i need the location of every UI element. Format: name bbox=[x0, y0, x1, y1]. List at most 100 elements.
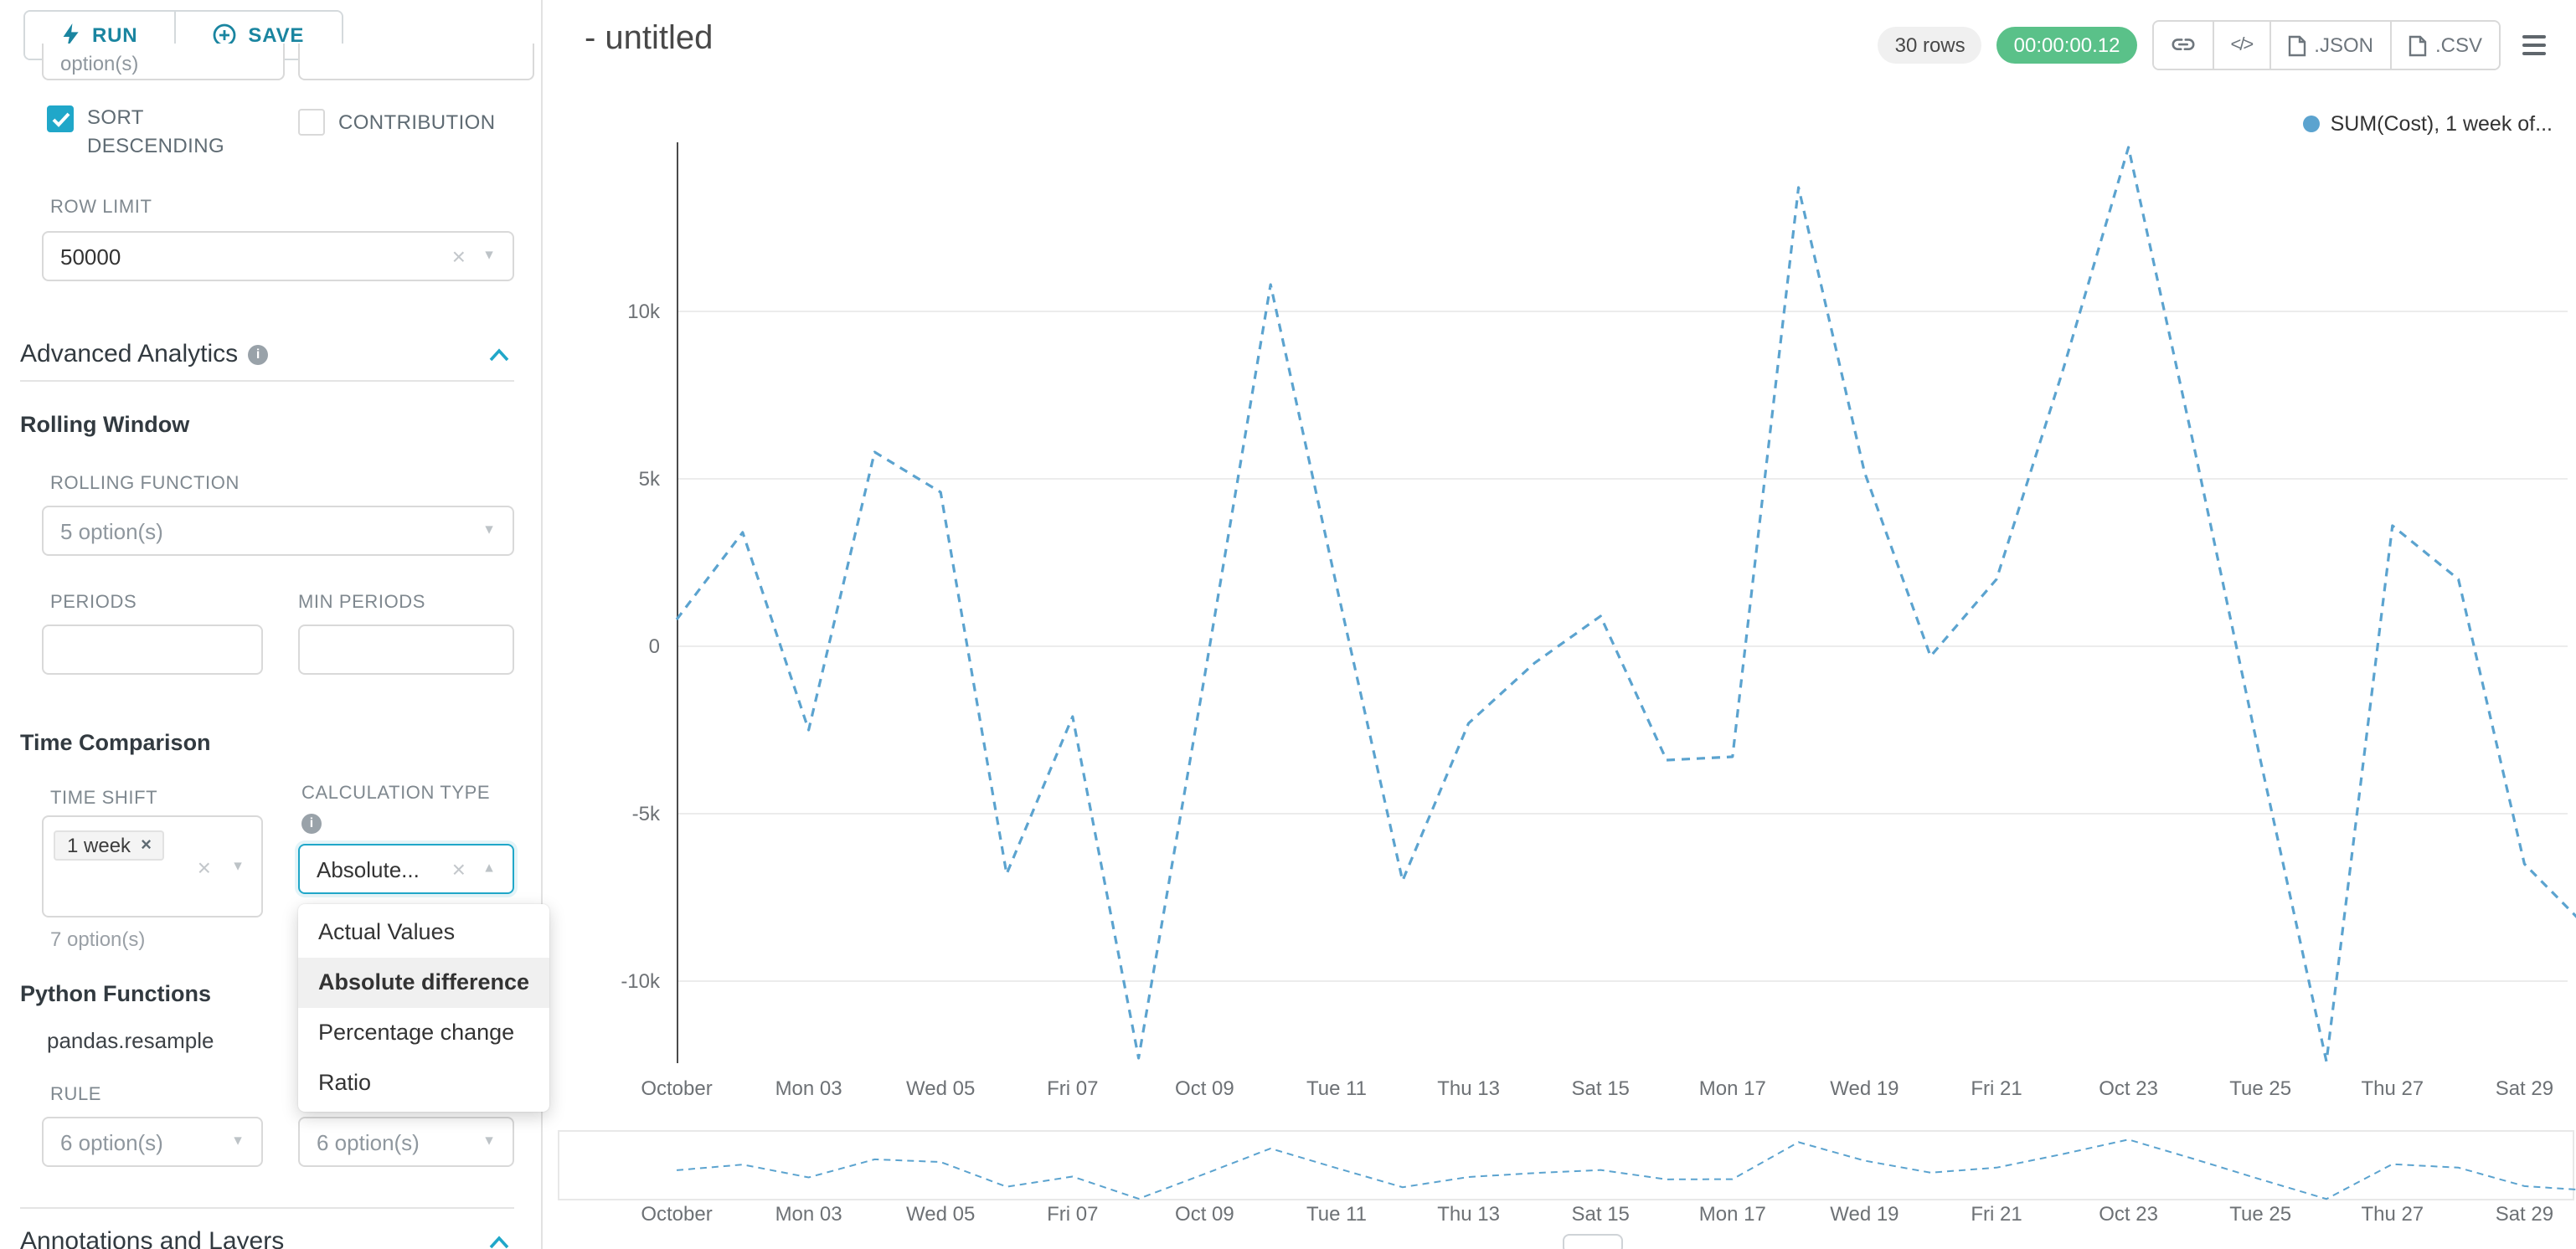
resample-method-value: 6 option(s) bbox=[317, 1129, 420, 1154]
chevron-up-icon[interactable] bbox=[487, 1234, 511, 1249]
copy-link-button[interactable] bbox=[2153, 22, 2213, 69]
y-axis-label: -5k bbox=[632, 803, 661, 825]
dropdown-option-ratio[interactable]: Ratio bbox=[318, 1070, 372, 1095]
x-axis-label: Mon 17 bbox=[1699, 1077, 1766, 1100]
clear-icon[interactable]: × bbox=[451, 856, 466, 882]
clear-icon[interactable]: × bbox=[197, 853, 211, 880]
x-axis-label: Wed 05 bbox=[906, 1077, 975, 1100]
time-comparison-title: Time Comparison bbox=[20, 730, 211, 755]
x-axis-label: October bbox=[641, 1077, 712, 1100]
cropped-select[interactable]: option(s) bbox=[42, 44, 285, 80]
y-axis-label: 5k bbox=[639, 468, 661, 491]
contribution-label: CONTRIBUTION bbox=[338, 111, 496, 134]
clear-icon[interactable]: × bbox=[451, 243, 466, 270]
json-label: .JSON bbox=[2314, 33, 2373, 57]
x-axis-label: Wed 19 bbox=[1830, 1077, 1899, 1100]
x-axis-label: Tue 11 bbox=[1306, 1077, 1367, 1100]
dropdown-option-absolute-difference[interactable]: Absolute difference bbox=[298, 958, 549, 1008]
time-shift-tag-label: 1 week bbox=[67, 834, 131, 857]
scrollbar-thumb[interactable] bbox=[1563, 1234, 1623, 1249]
chart-legend[interactable]: SUM(Cost), 1 week of... bbox=[2303, 112, 2553, 136]
min-periods-label: MIN PERIODS bbox=[298, 593, 426, 613]
datazoom-x-label: Tue 25 bbox=[2229, 1203, 2291, 1226]
code-icon: </> bbox=[2230, 35, 2254, 55]
rolling-function-label: ROLLING FUNCTION bbox=[50, 474, 240, 494]
datazoom-x-label: Sat 29 bbox=[2496, 1203, 2553, 1226]
timeseries-chart[interactable]: 10k 5k 0 -5k -10k October Mon 03 Wed 05 Fri 07 Oc… bbox=[558, 0, 2576, 1249]
resample-method-select[interactable]: 6 option(s) ▼ bbox=[298, 1117, 514, 1167]
chevron-down-icon[interactable]: ▼ bbox=[482, 247, 496, 263]
x-axis-label: Fri 21 bbox=[1971, 1077, 2022, 1100]
remove-tag-icon[interactable]: × bbox=[141, 835, 152, 856]
x-axis-label: Mon 03 bbox=[775, 1077, 842, 1100]
time-shift-label: TIME SHIFT bbox=[50, 789, 158, 809]
menu-button[interactable] bbox=[2516, 22, 2559, 69]
datazoom-series-line bbox=[676, 1138, 2576, 1200]
rule-label: RULE bbox=[50, 1085, 102, 1105]
periods-label: PERIODS bbox=[50, 593, 137, 613]
min-periods-input[interactable] bbox=[298, 624, 514, 675]
chevron-down-icon[interactable]: ▼ bbox=[482, 522, 496, 537]
row-limit-select[interactable]: 50000 × ▼ bbox=[42, 231, 514, 281]
save-button-label: SAVE bbox=[248, 23, 305, 47]
time-shift-select[interactable]: 1 week × × ▼ bbox=[42, 815, 263, 917]
legend-label: SUM(Cost), 1 week of... bbox=[2330, 112, 2553, 136]
file-icon bbox=[2288, 34, 2306, 56]
rolling-function-select[interactable]: 5 option(s) ▼ bbox=[42, 506, 514, 556]
x-axis-label: Tue 25 bbox=[2229, 1077, 2291, 1100]
chevron-up-icon[interactable]: ▲ bbox=[482, 860, 496, 876]
row-limit-label: ROW LIMIT bbox=[50, 198, 152, 218]
calculation-type-select[interactable]: Absolute... × ▲ bbox=[298, 844, 514, 894]
legend-dot-icon bbox=[2303, 116, 2321, 132]
datazoom-x-label: Wed 19 bbox=[1830, 1203, 1899, 1226]
x-axis-label: Sat 29 bbox=[2496, 1077, 2553, 1100]
datazoom-x-label: Fri 07 bbox=[1047, 1203, 1098, 1226]
annotations-title: Annotations and Layers bbox=[20, 1227, 285, 1249]
datazoom-box[interactable] bbox=[558, 1130, 2574, 1200]
calculation-type-value: Absolute... bbox=[317, 856, 420, 881]
sort-descending-checkbox[interactable] bbox=[47, 105, 74, 132]
info-icon: i bbox=[301, 814, 322, 834]
datazoom-x-label: Sat 15 bbox=[1572, 1203, 1630, 1226]
python-functions-title: Python Functions bbox=[20, 981, 211, 1006]
y-axis-label: -10k bbox=[621, 970, 661, 993]
control-panel: RUN SAVE option(s) SORT DESCENDING CONTR… bbox=[0, 0, 549, 1249]
chevron-down-icon[interactable]: ▼ bbox=[231, 1133, 245, 1149]
embed-code-button[interactable]: </> bbox=[2212, 22, 2269, 69]
run-button-label: RUN bbox=[92, 23, 138, 47]
datazoom-x-label: Mon 03 bbox=[775, 1203, 842, 1226]
rolling-function-value: 5 option(s) bbox=[60, 518, 163, 543]
advanced-analytics-title: Advanced Analytics bbox=[20, 340, 239, 368]
chevron-up-icon[interactable] bbox=[487, 347, 511, 363]
pandas-resample-label: pandas.resample bbox=[47, 1028, 214, 1053]
divider bbox=[20, 1207, 514, 1209]
csv-label: .CSV bbox=[2434, 33, 2482, 57]
export-csv-button[interactable]: .CSV bbox=[2389, 22, 2499, 69]
contribution-checkbox[interactable] bbox=[298, 109, 325, 136]
query-timer-badge: 00:00:00.12 bbox=[1996, 27, 2137, 64]
datazoom-x-label: Oct 23 bbox=[2099, 1203, 2158, 1226]
cropped-input[interactable] bbox=[298, 44, 534, 80]
sort-descending-label: SORT DESCENDING bbox=[87, 105, 225, 157]
advanced-analytics-header[interactable]: Advanced Analytics i bbox=[20, 340, 269, 368]
y-axis-label: 0 bbox=[649, 635, 660, 658]
link-icon bbox=[2172, 39, 2194, 50]
annotations-header[interactable]: Annotations and Layers bbox=[20, 1227, 284, 1249]
chevron-down-icon[interactable]: ▼ bbox=[231, 857, 245, 873]
lightning-icon bbox=[63, 23, 79, 47]
periods-input[interactable] bbox=[42, 624, 263, 675]
page-title: - untitled bbox=[585, 20, 714, 57]
dropdown-option-actual-values[interactable]: Actual Values bbox=[318, 919, 456, 944]
chevron-down-icon[interactable]: ▼ bbox=[482, 1133, 496, 1149]
dropdown-option-percentage-change[interactable]: Percentage change bbox=[318, 1020, 515, 1045]
time-shift-tag: 1 week × bbox=[54, 830, 165, 861]
datazoom-x-label: Wed 05 bbox=[906, 1203, 975, 1226]
export-json-button[interactable]: .JSON bbox=[2269, 22, 2390, 69]
rule-select[interactable]: 6 option(s) ▼ bbox=[42, 1117, 263, 1167]
calculation-type-label: CALCULATION TYPE bbox=[301, 784, 491, 804]
x-axis-label: Thu 13 bbox=[1437, 1077, 1500, 1100]
rolling-window-title: Rolling Window bbox=[20, 412, 190, 437]
series-line bbox=[675, 146, 2576, 1063]
row-count-badge: 30 rows bbox=[1878, 27, 1982, 64]
